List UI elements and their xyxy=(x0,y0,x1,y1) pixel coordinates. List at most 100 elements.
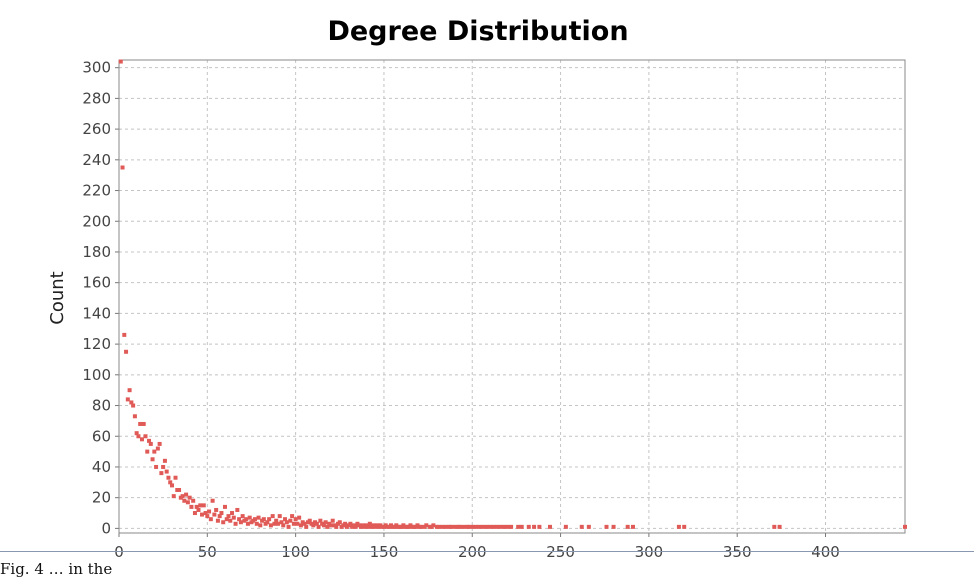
data-point xyxy=(311,523,316,528)
data-point xyxy=(321,523,326,528)
data-point xyxy=(443,524,448,529)
data-point xyxy=(516,524,521,529)
y-axis-title: Count xyxy=(47,271,68,324)
data-point xyxy=(579,524,584,529)
data-point xyxy=(611,524,616,529)
data-point xyxy=(449,524,454,529)
y-tick-label: 100 xyxy=(82,366,111,384)
data-point xyxy=(290,514,295,519)
data-point xyxy=(192,511,197,516)
data-point xyxy=(247,515,252,520)
data-point xyxy=(155,446,160,451)
data-point xyxy=(139,437,144,442)
data-point xyxy=(152,449,157,454)
data-point xyxy=(231,515,236,520)
data-point xyxy=(419,524,424,529)
data-point xyxy=(261,517,266,522)
x-tick-label: 150 xyxy=(370,543,399,561)
data-point xyxy=(484,524,489,529)
plot-area xyxy=(119,60,905,533)
data-point xyxy=(314,521,319,526)
y-tick-label: 40 xyxy=(92,458,111,476)
data-point xyxy=(275,521,280,526)
data-point xyxy=(295,521,300,526)
data-point xyxy=(240,514,245,519)
data-point xyxy=(477,524,482,529)
data-point xyxy=(424,523,429,528)
data-point xyxy=(537,524,542,529)
data-point xyxy=(348,521,353,526)
data-point xyxy=(307,518,312,523)
y-tick-label: 0 xyxy=(101,519,111,537)
data-point xyxy=(162,458,167,463)
data-point xyxy=(337,520,342,525)
data-point xyxy=(682,524,687,529)
data-point xyxy=(208,517,213,522)
data-point xyxy=(230,511,235,516)
data-point xyxy=(244,517,249,522)
data-point xyxy=(143,434,148,439)
data-point xyxy=(509,524,514,529)
data-point xyxy=(491,524,496,529)
data-point xyxy=(325,524,330,529)
figure-caption: Fig. 4 … in the xyxy=(0,560,113,578)
y-tick-label: 220 xyxy=(82,182,111,200)
y-tick-label: 260 xyxy=(82,120,111,138)
data-point xyxy=(323,520,328,525)
data-point xyxy=(210,498,215,503)
data-point xyxy=(200,512,205,517)
data-point xyxy=(676,524,681,529)
data-point xyxy=(161,464,166,469)
data-point xyxy=(480,524,485,529)
data-point xyxy=(245,521,250,526)
data-point xyxy=(221,520,226,525)
data-point xyxy=(166,475,171,480)
data-point xyxy=(281,523,286,528)
data-point xyxy=(302,521,307,526)
data-point xyxy=(318,518,323,523)
data-point xyxy=(191,498,196,503)
page-divider xyxy=(0,551,974,552)
data-point xyxy=(198,503,203,508)
data-point xyxy=(777,524,782,529)
data-point xyxy=(205,514,210,519)
x-tick-label: 50 xyxy=(198,543,217,561)
data-point xyxy=(526,524,531,529)
data-point xyxy=(563,524,568,529)
data-point xyxy=(222,504,227,509)
data-point xyxy=(168,480,173,485)
data-point xyxy=(203,511,208,516)
data-point xyxy=(367,521,372,526)
data-point xyxy=(279,520,284,525)
data-point xyxy=(147,438,152,443)
x-tick-label: 250 xyxy=(546,543,575,561)
data-point xyxy=(201,503,206,508)
data-point xyxy=(334,524,339,529)
data-point xyxy=(226,514,231,519)
data-point xyxy=(466,524,471,529)
data-point xyxy=(502,524,507,529)
data-point xyxy=(366,524,371,529)
chart-title: Degree Distribution xyxy=(327,16,628,47)
data-point xyxy=(519,524,524,529)
data-point xyxy=(145,449,150,454)
data-point xyxy=(237,517,242,522)
data-point xyxy=(291,521,296,526)
y-tick-label: 120 xyxy=(82,335,111,353)
data-point xyxy=(159,471,164,476)
x-tick-label: 350 xyxy=(723,543,752,561)
y-tick-label: 280 xyxy=(82,89,111,107)
data-point xyxy=(270,514,275,519)
plot-frame xyxy=(118,59,906,534)
data-point xyxy=(148,441,153,446)
data-point xyxy=(298,523,303,528)
data-point xyxy=(473,524,478,529)
x-tick-label: 400 xyxy=(811,543,840,561)
data-point xyxy=(214,507,219,512)
data-point xyxy=(316,524,321,529)
data-point xyxy=(903,524,907,529)
data-point xyxy=(207,509,212,514)
data-point xyxy=(293,517,298,522)
data-point xyxy=(212,512,217,517)
